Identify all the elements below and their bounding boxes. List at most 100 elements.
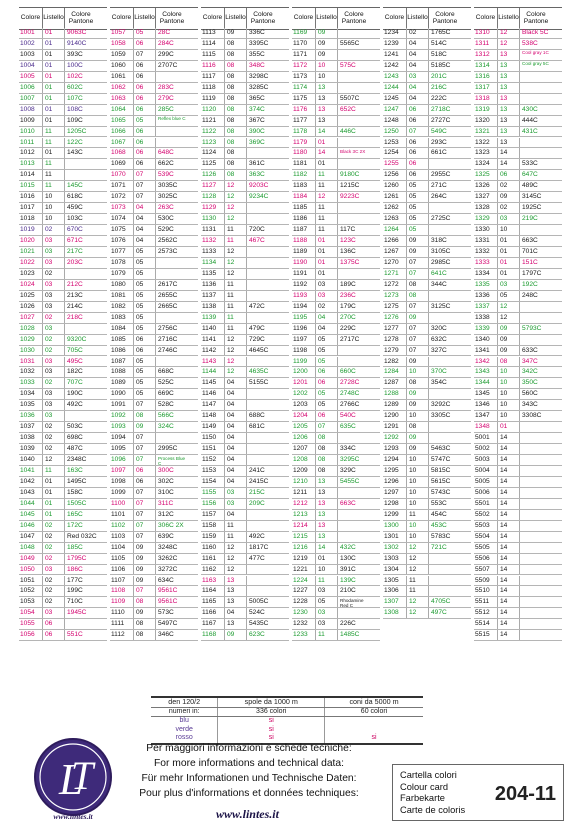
strip-number: 09 (133, 553, 155, 564)
strip-number: 01 (42, 49, 64, 60)
pantone-code: 444C (519, 115, 552, 126)
color-code: 1098 (111, 477, 126, 485)
color-code: 5502 (475, 510, 490, 518)
strip-number: 03 (315, 586, 337, 597)
color-code: 1143 (202, 357, 217, 365)
table-row: 1014 11 (19, 170, 107, 182)
table-row: 1046 02 172C (19, 520, 107, 532)
strip-number: 12 (497, 301, 519, 312)
table-row: 1296 10 5615C (383, 476, 471, 488)
table-row: 1195 04 270C (292, 312, 380, 324)
pantone-code (64, 159, 97, 170)
table-row: 1049 02 1795C (19, 553, 107, 565)
color-code: 1335 (475, 280, 490, 288)
table-row: 5515 14 (474, 630, 562, 642)
pantone-code (519, 444, 552, 455)
color-code: 1075 (111, 226, 126, 234)
strip-number: 04 (224, 422, 246, 433)
table-row: 1143 12 (201, 356, 289, 368)
pantone-code (246, 279, 279, 290)
table-row: 1208 08 3295C (292, 455, 380, 466)
color-code: 1165 (202, 598, 217, 606)
strip-number: 12 (224, 203, 246, 214)
table-row: 1176 13 652C (292, 104, 380, 116)
pantone-code: 539C (155, 170, 188, 181)
color-code: 1073 (111, 204, 126, 212)
color-code: 5501 (475, 499, 490, 507)
strip-number: 12 (224, 345, 246, 356)
table-row: 1348 01 (474, 422, 562, 434)
color-code: 1233 (293, 631, 308, 639)
color-code: 1301 (384, 532, 399, 540)
table-row: 1012 01 143C (19, 148, 107, 160)
color-code: 1189 (293, 248, 308, 255)
strip-number: 14 (497, 597, 519, 608)
pantone-code: 663C (519, 236, 552, 246)
pantone-code: 5005C (246, 597, 279, 608)
pantone-code: 28C (155, 28, 188, 38)
table-row: 1293 09 5463C (383, 444, 471, 456)
pantone-code: 2955C (428, 170, 461, 181)
strip-number: 13 (315, 487, 337, 498)
pantone-code: 216C (428, 82, 461, 93)
strip-number: 03 (497, 279, 519, 290)
pantone-code (519, 137, 552, 148)
strip-number: 06 (315, 411, 337, 422)
color-code: 1135 (202, 269, 217, 277)
table-row: 1321 13 431C (474, 126, 562, 138)
info-line: Per maggiori informazioni e schede tecni… (146, 743, 352, 754)
spec-row-cones (324, 725, 423, 735)
table-row: 1013 11 (19, 159, 107, 171)
strip-number: 03 (42, 389, 64, 400)
color-code: 1097 (111, 467, 126, 474)
pantone-code (519, 630, 552, 641)
pantone-code: 306C 2X (155, 520, 188, 531)
table-row: 1149 04 681C (201, 422, 289, 434)
table-row: 1153 04 241C (201, 466, 289, 477)
strip-number: 07 (133, 498, 155, 509)
pantone-code: 3145C (519, 192, 552, 203)
strip-number: 05 (133, 367, 155, 378)
pantone-code: 2665C (155, 301, 188, 312)
table-row: 1337 12 (474, 301, 562, 313)
pantone-code: 492C (64, 400, 97, 411)
strip-number: 10 (406, 455, 428, 465)
pantone-code (246, 247, 279, 257)
strip-number: 14 (497, 159, 519, 170)
color-code: 1250 (384, 127, 399, 135)
strip-number: 05 (133, 389, 155, 400)
table-row: 1320 13 444C (474, 115, 562, 127)
table-row: 1185 11 (292, 203, 380, 215)
strip-number: 09 (406, 356, 428, 367)
table-row: 1227 03 210C (292, 586, 380, 598)
website-link[interactable]: www.lintes.it (216, 807, 279, 821)
pantone-code: 639C (155, 531, 188, 542)
color-code: 1275 (384, 302, 399, 310)
table-row: 1201 06 2728C (292, 378, 380, 390)
pantone-code (519, 531, 552, 542)
table-row: 1088 05 668C (110, 367, 198, 379)
table-row: 5004 14 (474, 466, 562, 477)
pantone-code: 2725C (428, 214, 461, 225)
strip-number: 09 (224, 630, 246, 641)
pantone-code: 529C (155, 225, 188, 236)
table-row: 1063 06 279C (110, 93, 198, 105)
strip-number: 05 (497, 290, 519, 301)
strip-number: 08 (224, 126, 246, 137)
pantone-code (519, 93, 552, 104)
strip-number: 07 (133, 49, 155, 60)
color-code: 1311 (475, 39, 490, 47)
pantone-code: 354C (428, 378, 461, 389)
header-cell: Listello (406, 8, 428, 29)
table-row: 1006 01 602C (19, 82, 107, 94)
table-row: 1064 06 285C (110, 104, 198, 116)
table-row: 1009 01 109C (19, 115, 107, 127)
table-row: 1115 08 355C (201, 49, 289, 61)
table-row: 1242 04 5185C (383, 60, 471, 72)
pantone-code: 1945C (64, 608, 97, 619)
strip-number: 07 (133, 170, 155, 181)
pantone-code (519, 586, 552, 597)
pantone-code: 209C (246, 498, 279, 509)
strip-number: 07 (133, 586, 155, 597)
color-code: 1038 (20, 434, 35, 442)
